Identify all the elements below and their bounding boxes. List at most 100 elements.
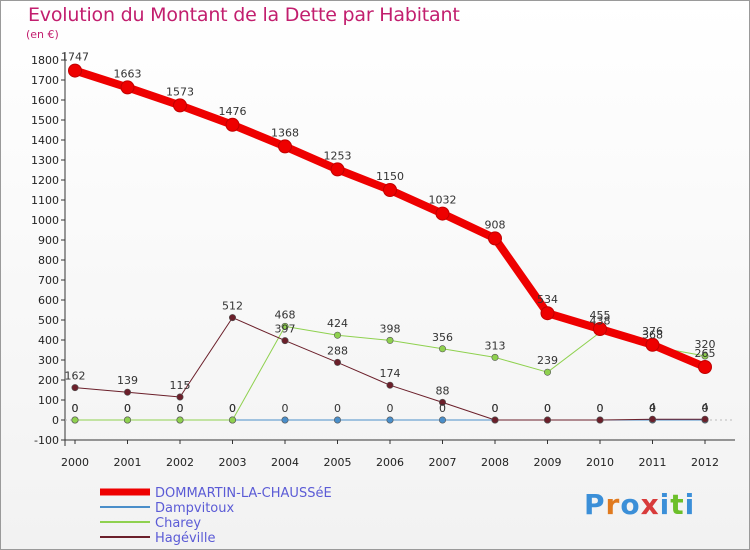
x-tick-label: 2009 (534, 456, 562, 469)
logo-letter: i (659, 488, 671, 521)
y-tick-label: 200 (38, 374, 59, 387)
data-point-3-10 (596, 416, 604, 424)
data-point-0-8 (488, 231, 502, 246)
data-point-0-5 (330, 162, 345, 177)
data-point-0-3 (225, 117, 240, 132)
y-tick-label: 700 (38, 274, 59, 287)
data-label-1-8: 0 (492, 402, 499, 415)
data-point-2-0 (71, 416, 79, 424)
data-point-0-2 (173, 98, 187, 113)
logo-letter: o (620, 488, 641, 521)
data-label-1-7: 0 (439, 402, 446, 415)
x-tick-label: 2007 (429, 456, 457, 469)
y-tick-label: 800 (38, 254, 59, 267)
x-tick-label: 2001 (114, 456, 142, 469)
data-label-2-11: 368 (642, 328, 663, 341)
legend-label-1: Dampvitoux (155, 501, 234, 516)
x-tick-label: 2000 (61, 456, 89, 469)
x-tick-label: 2012 (691, 456, 719, 469)
data-label-2-7: 356 (432, 331, 453, 344)
data-label-2-2: 0 (177, 402, 184, 415)
data-point-0-11 (645, 337, 660, 352)
logo-letter: x (640, 488, 660, 521)
data-label-3-5: 288 (327, 344, 348, 357)
data-point-2-6 (386, 336, 394, 344)
data-label-0-8: 908 (485, 218, 506, 231)
data-label-2-4: 468 (275, 308, 296, 321)
data-label-2-5: 424 (327, 317, 348, 330)
data-point-2-1 (124, 416, 132, 424)
data-point-3-4 (281, 337, 289, 345)
data-point-1-7 (438, 416, 446, 424)
data-point-0-0 (68, 63, 82, 78)
data-label-3-12: 4 (702, 401, 709, 414)
data-label-0-0: 1747 (61, 51, 89, 64)
data-label-1-10: 0 (597, 402, 604, 415)
data-point-0-7 (435, 206, 450, 221)
data-label-1-4: 0 (282, 402, 289, 415)
data-label-2-0: 0 (72, 402, 79, 415)
data-point-1-4 (281, 416, 289, 424)
y-tick-label: 1000 (31, 214, 59, 227)
data-label-3-2: 115 (170, 379, 191, 392)
data-point-3-3 (229, 314, 237, 322)
data-point-3-7 (438, 398, 446, 406)
x-tick-label: 2008 (481, 456, 509, 469)
data-label-1-2: 0 (177, 402, 184, 415)
data-point-3-2 (176, 393, 184, 401)
logo-letter: P (584, 488, 606, 521)
y-tick-label: 0 (52, 414, 59, 427)
data-point-2-3 (229, 416, 237, 424)
logo-letter: r (605, 488, 621, 521)
x-tick-label: 2011 (639, 456, 667, 469)
data-label-1-0: 0 (72, 402, 79, 415)
logo-letter: i (684, 488, 696, 521)
logo-letter: t (670, 488, 685, 521)
data-label-3-7: 88 (436, 384, 450, 397)
data-label-0-9: 534 (537, 293, 558, 306)
y-tick-label: 300 (38, 354, 59, 367)
data-label-2-8: 313 (485, 339, 506, 352)
data-point-3-6 (386, 381, 394, 389)
x-tick-label: 2003 (219, 456, 247, 469)
data-label-3-0: 162 (65, 370, 86, 383)
data-label-0-6: 1150 (376, 170, 404, 183)
x-tick-label: 2010 (586, 456, 614, 469)
data-label-0-7: 1032 (429, 194, 457, 207)
data-label-2-3: 0 (229, 402, 236, 415)
y-tick-label: 1500 (31, 114, 59, 127)
data-point-3-1 (124, 388, 132, 396)
data-label-3-11: 4 (649, 401, 656, 414)
data-point-0-12 (698, 360, 712, 374)
y-tick-label: 1600 (31, 94, 59, 107)
data-label-0-3: 1476 (219, 105, 247, 118)
data-point-3-12 (701, 415, 709, 423)
data-point-0-9 (540, 306, 555, 321)
data-label-2-6: 398 (380, 322, 401, 335)
data-label-2-9: 239 (537, 354, 558, 367)
data-point-2-9 (543, 368, 551, 376)
y-tick-label: 1400 (31, 134, 59, 147)
data-label-0-2: 1573 (166, 85, 194, 98)
proxiti-logo: Proxiti (584, 488, 695, 521)
y-tick-label: 600 (38, 294, 59, 307)
y-tick-label: -100 (34, 434, 59, 447)
data-point-1-6 (386, 416, 394, 424)
data-point-0-6 (383, 183, 397, 197)
data-label-1-12: 0 (702, 402, 709, 415)
data-point-2-5 (333, 331, 341, 339)
legend-label-2: Charey (155, 516, 201, 531)
y-tick-label: 1800 (31, 54, 59, 67)
data-label-0-4: 1368 (271, 126, 299, 139)
y-tick-label: 1100 (31, 194, 59, 207)
x-tick-label: 2005 (324, 456, 352, 469)
legend-label-3: Hagéville (155, 531, 216, 546)
data-label-2-10: 438 (590, 314, 611, 327)
data-label-3-1: 139 (117, 374, 138, 387)
data-label-1-3: 0 (229, 402, 236, 415)
data-point-0-10 (593, 322, 607, 336)
x-tick-label: 2004 (271, 456, 299, 469)
data-label-3-8: 0 (492, 402, 499, 415)
y-tick-label: 400 (38, 334, 59, 347)
